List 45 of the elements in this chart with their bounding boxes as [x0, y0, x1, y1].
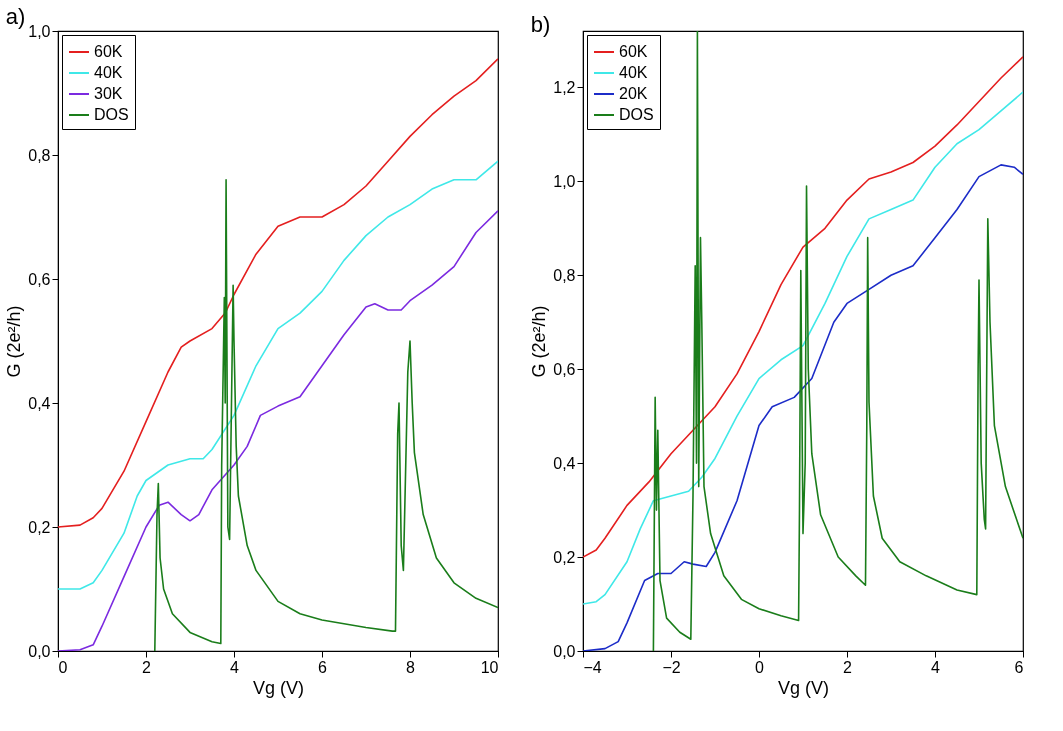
x-tick-label: 8	[406, 658, 416, 676]
x-tick-label: 2	[843, 658, 853, 676]
y-tick-label: 1,2	[553, 78, 576, 96]
legend-label: 40K	[94, 64, 123, 81]
y-tick-label: 1,0	[28, 22, 51, 40]
line-series	[583, 164, 1023, 651]
y-tick-label: 0,4	[28, 394, 51, 412]
y-tick-label: 0,0	[553, 642, 576, 660]
x-tick-label: −4	[583, 658, 602, 676]
x-tick-label: 6	[1014, 658, 1024, 676]
x-tick-label: 2	[142, 658, 152, 676]
x-tick-label: −2	[662, 658, 681, 676]
y-tick-label: 0,8	[28, 146, 51, 164]
x-tick-label: 4	[230, 658, 240, 676]
y-tick-label: 0,0	[28, 642, 51, 660]
y-axis-title: G (2e²/h)	[4, 305, 25, 378]
y-tick-label: 0,6	[28, 270, 51, 288]
line-series	[652, 31, 1023, 651]
legend-label: 30K	[94, 85, 123, 102]
legend-label: 60K	[619, 43, 648, 60]
legend-label: 20K	[619, 85, 648, 102]
x-tick-label: 6	[318, 658, 328, 676]
line-series	[58, 58, 498, 528]
legend-label: 60K	[94, 43, 123, 60]
y-tick-label: 0,4	[553, 454, 576, 472]
legend-label: 40K	[619, 64, 648, 81]
chart-title: a)	[5, 4, 26, 29]
y-tick-label: 0,2	[28, 518, 51, 536]
x-tick-label: 0	[58, 658, 68, 676]
chart-title: b)	[530, 12, 551, 37]
x-tick-label: 0	[755, 658, 765, 676]
x-axis-title: Vg (V)	[252, 677, 305, 698]
y-tick-label: 0,6	[553, 360, 576, 378]
y-tick-label: 0,8	[553, 266, 576, 284]
x-tick-label: 4	[931, 658, 941, 676]
y-tick-label: 1,0	[553, 172, 576, 190]
line-series	[154, 179, 498, 651]
line-series	[58, 160, 498, 590]
y-tick-label: 0,2	[553, 548, 576, 566]
x-tick-label: 10	[480, 658, 499, 676]
x-axis-title: Vg (V)	[777, 677, 830, 698]
line-series	[58, 210, 498, 651]
legend-label: DOS	[619, 106, 654, 123]
legend-label: DOS	[94, 106, 129, 123]
y-axis-title: G (2e²/h)	[529, 305, 550, 378]
